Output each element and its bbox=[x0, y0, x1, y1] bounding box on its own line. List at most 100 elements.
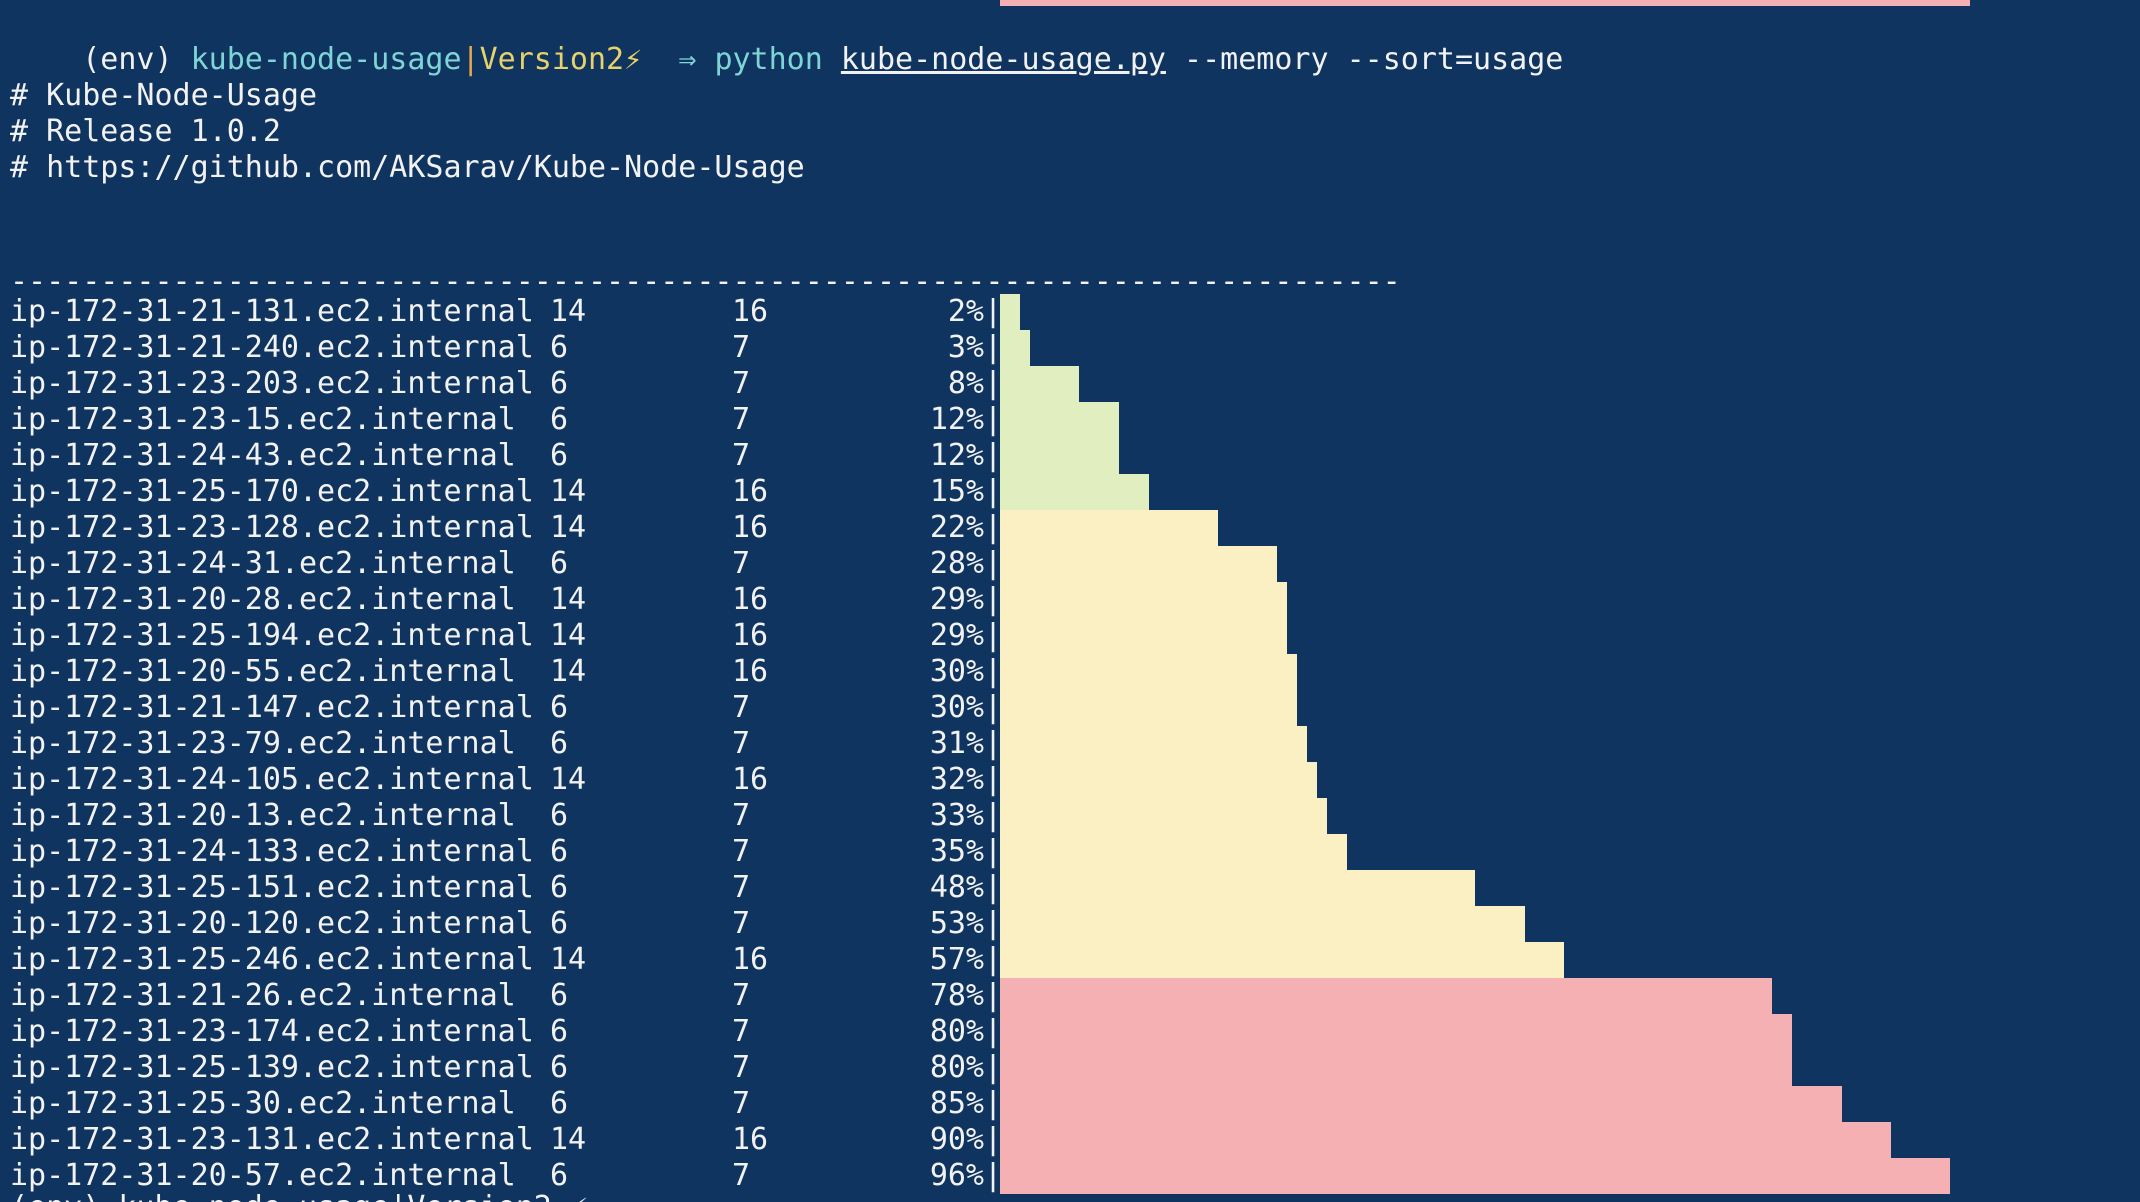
bar-divider: | bbox=[984, 402, 1003, 437]
memory-total: 16 bbox=[732, 1122, 769, 1157]
table-row: ip-172-31-24-133.ec2.internal 6 7 35% | bbox=[0, 834, 2140, 870]
memory-total: 7 bbox=[732, 834, 751, 869]
memory-used: 6 bbox=[550, 906, 569, 941]
previous-output-bar bbox=[1000, 0, 1970, 6]
table-row: ip-172-31-20-120.ec2.internal 6 7 53% | bbox=[0, 906, 2140, 942]
usage-bar bbox=[1000, 942, 1564, 978]
usage-bar bbox=[1000, 366, 1079, 402]
bar-divider: | bbox=[984, 330, 1003, 365]
memory-used: 6 bbox=[550, 402, 569, 437]
usage-percent: 30% bbox=[929, 690, 984, 725]
usage-percent: 32% bbox=[929, 762, 984, 797]
node-name: ip-172-31-20-57.ec2.internal bbox=[10, 1158, 516, 1193]
usage-bar bbox=[1000, 330, 1030, 366]
usage-bar bbox=[1000, 978, 1772, 1014]
memory-total: 7 bbox=[732, 366, 751, 401]
bar-divider: | bbox=[984, 438, 1003, 473]
usage-percent: 90% bbox=[929, 1122, 984, 1157]
table-row: ip-172-31-20-13.ec2.internal 6 7 33% | bbox=[0, 798, 2140, 834]
bar-divider: | bbox=[984, 942, 1003, 977]
bar-divider: | bbox=[984, 510, 1003, 545]
usage-percent: 29% bbox=[929, 582, 984, 617]
prompt-arguments: --memory --sort=usage bbox=[1184, 42, 1564, 77]
bar-divider: | bbox=[984, 978, 1003, 1013]
table-row: ip-172-31-25-139.ec2.internal 6 7 80% | bbox=[0, 1050, 2140, 1086]
usage-percent: 53% bbox=[929, 906, 984, 941]
bar-divider: | bbox=[984, 474, 1003, 509]
prompt-git-branch: Version2 bbox=[479, 42, 625, 77]
table-row: ip-172-31-20-57.ec2.internal 6 7 96% | bbox=[0, 1158, 2140, 1194]
usage-percent: 85% bbox=[929, 1086, 984, 1121]
usage-percent: 12% bbox=[929, 438, 984, 473]
node-name: ip-172-31-20-55.ec2.internal bbox=[10, 654, 516, 689]
memory-used: 14 bbox=[550, 1122, 587, 1157]
bar-divider: | bbox=[984, 582, 1003, 617]
node-name: ip-172-31-20-120.ec2.internal bbox=[10, 906, 534, 941]
usage-bar bbox=[1000, 294, 1020, 330]
node-name: ip-172-31-24-105.ec2.internal bbox=[10, 762, 534, 797]
table-row: ip-172-31-20-55.ec2.internal 14 16 30% | bbox=[0, 654, 2140, 690]
bar-divider: | bbox=[984, 1050, 1003, 1085]
bar-divider: | bbox=[984, 762, 1003, 797]
memory-total: 16 bbox=[732, 762, 769, 797]
usage-bar bbox=[1000, 1122, 1891, 1158]
bar-divider: | bbox=[984, 546, 1003, 581]
usage-percent: 33% bbox=[929, 798, 984, 833]
table-row: ip-172-31-23-79.ec2.internal 6 7 31% | bbox=[0, 726, 2140, 762]
table-row: ip-172-31-21-26.ec2.internal 6 7 78% | bbox=[0, 978, 2140, 1014]
usage-bar bbox=[1000, 654, 1297, 690]
memory-used: 14 bbox=[550, 474, 587, 509]
memory-used: 14 bbox=[550, 510, 587, 545]
usage-bar bbox=[1000, 618, 1287, 654]
node-name: ip-172-31-21-240.ec2.internal bbox=[10, 330, 534, 365]
node-name: ip-172-31-25-170.ec2.internal bbox=[10, 474, 534, 509]
memory-used: 6 bbox=[550, 798, 569, 833]
bar-divider: | bbox=[984, 1122, 1003, 1157]
usage-percent: 28% bbox=[929, 546, 984, 581]
node-name: ip-172-31-21-131.ec2.internal bbox=[10, 294, 534, 329]
prompt-script-file: kube-node-usage.py bbox=[840, 42, 1166, 77]
usage-bar bbox=[1000, 1014, 1792, 1050]
header-url: # https://github.com/AKSarav/Kube-Node-U… bbox=[10, 150, 805, 185]
usage-bar bbox=[1000, 798, 1327, 834]
bar-divider: | bbox=[984, 726, 1003, 761]
bar-divider: | bbox=[984, 906, 1003, 941]
bar-divider: | bbox=[984, 294, 1003, 329]
header-release: # Release 1.0.2 bbox=[10, 114, 281, 149]
node-name: ip-172-31-23-174.ec2.internal bbox=[10, 1014, 534, 1049]
memory-total: 7 bbox=[732, 1014, 751, 1049]
bar-divider: | bbox=[984, 1158, 1003, 1193]
memory-total: 16 bbox=[732, 654, 769, 689]
node-name: ip-172-31-23-131.ec2.internal bbox=[10, 1122, 534, 1157]
usage-bar bbox=[1000, 510, 1218, 546]
prompt-command: python bbox=[714, 42, 823, 77]
memory-total: 7 bbox=[732, 402, 751, 437]
table-row: ip-172-31-21-147.ec2.internal 6 7 30% | bbox=[0, 690, 2140, 726]
memory-used: 6 bbox=[550, 1050, 569, 1085]
usage-percent: 35% bbox=[929, 834, 984, 869]
memory-used: 14 bbox=[550, 654, 587, 689]
usage-percent: 12% bbox=[929, 402, 984, 437]
node-name: ip-172-31-25-30.ec2.internal bbox=[10, 1086, 516, 1121]
bar-divider: | bbox=[984, 870, 1003, 905]
prompt-arrow-icon: ⇒ bbox=[678, 42, 697, 77]
prompt-separator: | bbox=[461, 42, 480, 77]
usage-bar bbox=[1000, 1050, 1792, 1086]
node-name: ip-172-31-23-203.ec2.internal bbox=[10, 366, 534, 401]
bar-divider: | bbox=[984, 798, 1003, 833]
bar-divider: | bbox=[984, 618, 1003, 653]
bar-divider: | bbox=[984, 1014, 1003, 1049]
memory-total: 16 bbox=[732, 294, 769, 329]
usage-percent: 57% bbox=[929, 942, 984, 977]
lightning-icon: ⚡ bbox=[624, 42, 643, 77]
usage-percent: 80% bbox=[929, 1050, 984, 1085]
table-row: ip-172-31-23-203.ec2.internal 6 7 8% | bbox=[0, 366, 2140, 402]
memory-used: 6 bbox=[550, 978, 569, 1013]
memory-total: 7 bbox=[732, 1158, 751, 1193]
usage-percent: 30% bbox=[929, 654, 984, 689]
node-name: ip-172-31-24-43.ec2.internal bbox=[10, 438, 516, 473]
prompt-directory: kube-node-usage bbox=[190, 42, 462, 77]
bar-divider: | bbox=[984, 834, 1003, 869]
memory-total: 16 bbox=[732, 582, 769, 617]
